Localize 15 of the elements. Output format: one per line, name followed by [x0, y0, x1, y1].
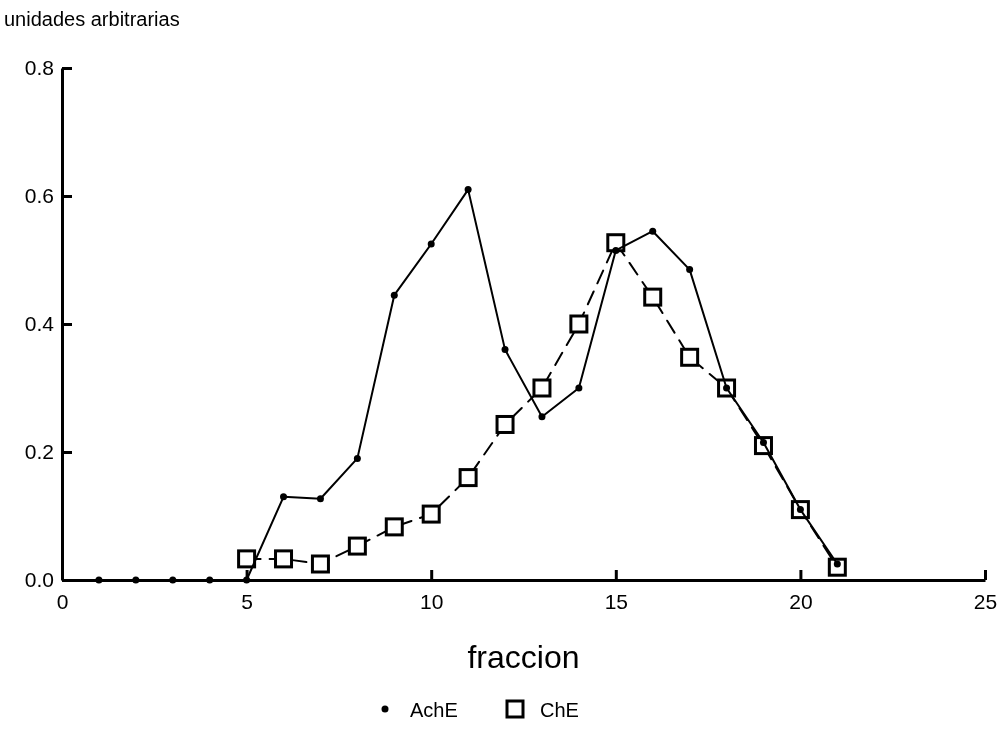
- y-tick-label: 0.4: [24, 312, 55, 336]
- y-tick-label: 0.0: [24, 568, 54, 592]
- x-tick-label: 25: [973, 589, 998, 613]
- x-tick-label: 20: [789, 589, 813, 613]
- legend-label: AchE: [410, 699, 458, 721]
- y-axis-title: unidades arbitrarias: [4, 8, 180, 30]
- y-tick-label: 0.8: [24, 56, 54, 80]
- x-tick-label: 15: [604, 589, 628, 613]
- x-axis-title: fraccion: [467, 639, 580, 675]
- x-tick-label: 5: [241, 589, 253, 613]
- legend-label: ChE: [540, 699, 579, 721]
- y-tick-label: 0.6: [24, 184, 54, 208]
- y-tick-label: 0.2: [24, 440, 54, 464]
- x-tick-label: 10: [420, 589, 444, 613]
- x-tick-label: 0: [56, 589, 69, 613]
